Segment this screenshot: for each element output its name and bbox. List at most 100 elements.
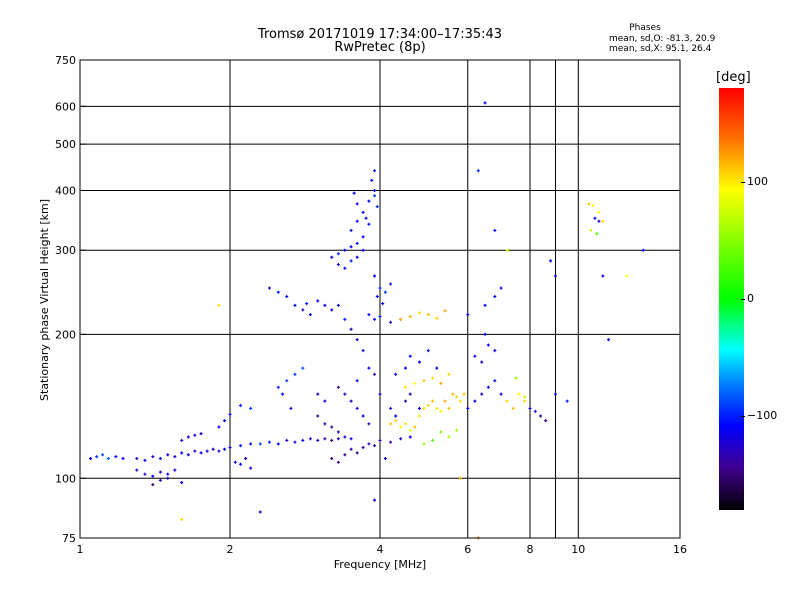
data-point bbox=[373, 169, 377, 173]
data-point bbox=[228, 445, 232, 449]
y-tick-label: 200 bbox=[55, 328, 76, 341]
data-point bbox=[249, 406, 253, 410]
phase-x-stats: mean, sd,X: 95.1, 26.4 bbox=[609, 44, 712, 54]
data-point bbox=[413, 425, 417, 429]
data-point bbox=[355, 406, 359, 410]
colorbar-tick-label: −100 bbox=[747, 409, 778, 423]
data-point bbox=[355, 241, 359, 245]
data-point bbox=[539, 414, 543, 418]
data-point bbox=[426, 313, 430, 317]
data-point bbox=[89, 456, 93, 460]
data-point bbox=[355, 255, 359, 259]
x-tick-label: 6 bbox=[464, 543, 471, 556]
data-point bbox=[166, 472, 170, 476]
data-point bbox=[373, 444, 377, 448]
data-point bbox=[439, 381, 443, 385]
data-point bbox=[370, 178, 374, 182]
data-point bbox=[106, 456, 110, 460]
data-point bbox=[373, 372, 377, 376]
data-point bbox=[193, 433, 197, 437]
y-tick-label: 750 bbox=[55, 54, 76, 67]
data-point bbox=[483, 332, 487, 336]
data-point bbox=[95, 455, 99, 459]
y-tick-label: 500 bbox=[55, 138, 76, 151]
data-point bbox=[426, 403, 430, 407]
data-point bbox=[316, 299, 320, 303]
data-point bbox=[361, 235, 365, 239]
data-point bbox=[443, 309, 447, 313]
colorbar-tick-label: 0 bbox=[747, 292, 754, 305]
chart-title: Tromsø 20171019 17:34:00–17:35:43 bbox=[257, 27, 503, 42]
data-point bbox=[281, 392, 285, 396]
data-point bbox=[511, 406, 515, 410]
data-point bbox=[426, 349, 430, 353]
x-tick-label: 2 bbox=[227, 543, 234, 556]
data-point bbox=[408, 435, 412, 439]
data-point bbox=[389, 422, 393, 426]
data-point bbox=[158, 470, 162, 474]
data-point bbox=[523, 399, 527, 403]
data-point bbox=[180, 438, 184, 442]
data-point bbox=[305, 302, 309, 306]
data-point bbox=[373, 188, 377, 192]
data-point bbox=[151, 455, 155, 459]
data-point bbox=[355, 338, 359, 342]
data-point bbox=[378, 392, 382, 396]
data-point bbox=[349, 245, 353, 249]
y-tick-label: 300 bbox=[55, 244, 76, 257]
data-point bbox=[323, 303, 327, 307]
data-point bbox=[258, 510, 262, 514]
data-point bbox=[336, 263, 340, 267]
data-point bbox=[595, 232, 599, 236]
data-point bbox=[493, 379, 497, 383]
data-point bbox=[499, 286, 503, 290]
data-point bbox=[435, 406, 439, 410]
data-point bbox=[330, 438, 334, 442]
data-point bbox=[244, 456, 248, 460]
data-point bbox=[276, 442, 280, 446]
data-point bbox=[217, 449, 221, 453]
data-point bbox=[233, 460, 237, 464]
data-point bbox=[343, 248, 347, 252]
data-point bbox=[193, 449, 197, 453]
data-point bbox=[349, 447, 353, 451]
data-point bbox=[166, 476, 170, 480]
data-point bbox=[483, 101, 487, 105]
data-point bbox=[399, 317, 403, 321]
data-point bbox=[408, 392, 412, 396]
data-point bbox=[336, 303, 340, 307]
data-point bbox=[355, 219, 359, 223]
data-point bbox=[462, 392, 466, 396]
data-point bbox=[180, 451, 184, 455]
data-point bbox=[394, 372, 398, 376]
data-point bbox=[549, 259, 553, 263]
data-point bbox=[249, 466, 253, 470]
y-axis-ticks: 75 100 200 300 400 500 600 750 bbox=[55, 54, 86, 545]
data-point bbox=[349, 228, 353, 232]
data-point bbox=[439, 430, 443, 434]
data-point bbox=[373, 194, 377, 198]
data-point bbox=[591, 204, 595, 208]
data-point bbox=[367, 422, 371, 426]
data-point bbox=[223, 447, 227, 451]
data-point bbox=[417, 406, 421, 410]
data-point bbox=[466, 313, 470, 317]
data-point bbox=[383, 456, 387, 460]
data-point bbox=[375, 295, 379, 299]
data-point bbox=[589, 228, 593, 232]
data-point bbox=[553, 274, 557, 278]
data-point bbox=[447, 435, 451, 439]
data-point bbox=[399, 425, 403, 429]
data-point bbox=[553, 392, 557, 396]
colorbar-tick-mark bbox=[741, 299, 745, 300]
data-point bbox=[330, 456, 334, 460]
data-point bbox=[343, 392, 347, 396]
data-point bbox=[343, 453, 347, 457]
data-point bbox=[158, 456, 162, 460]
data-points bbox=[89, 101, 645, 540]
data-point bbox=[408, 354, 412, 358]
data-point bbox=[367, 222, 371, 226]
data-point bbox=[383, 290, 387, 294]
data-point bbox=[443, 399, 447, 403]
